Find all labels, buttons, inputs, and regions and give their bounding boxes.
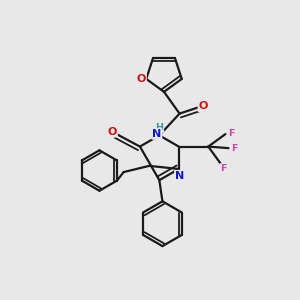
Text: O: O	[199, 101, 208, 111]
Text: F: F	[228, 129, 234, 138]
Text: H: H	[155, 123, 163, 132]
Text: F: F	[220, 164, 227, 173]
Text: O: O	[108, 127, 117, 136]
Text: F: F	[231, 144, 237, 153]
Text: O: O	[136, 74, 146, 84]
Text: N: N	[152, 129, 161, 139]
Text: N: N	[175, 171, 184, 181]
